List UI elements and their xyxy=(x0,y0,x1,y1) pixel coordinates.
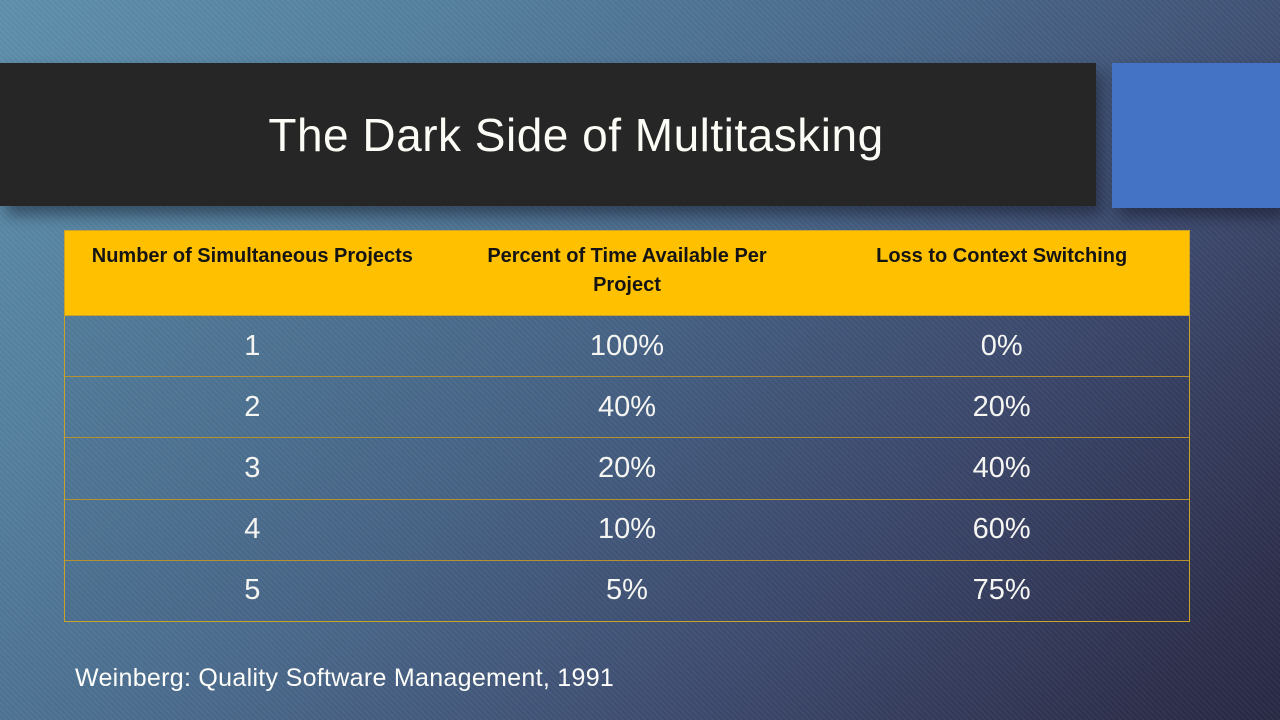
column-header-context-loss: Loss to Context Switching xyxy=(876,245,1128,267)
slide-title: The Dark Side of Multitasking xyxy=(268,108,884,161)
table-row: 3 20% 40% xyxy=(65,437,1189,498)
cell-percent-time: 5% xyxy=(606,574,648,607)
cell-projects: 2 xyxy=(244,390,261,423)
cell-percent-time: 10% xyxy=(597,513,657,546)
cell-context-loss: 75% xyxy=(972,574,1031,607)
cell-projects: 3 xyxy=(244,452,261,484)
table-row: 2 40% 20% xyxy=(65,376,1189,437)
cell-projects: 4 xyxy=(244,513,261,546)
cell-percent-time: 20% xyxy=(597,452,657,484)
column-header-projects: Number of Simultaneous Projects xyxy=(91,245,413,267)
cell-context-loss: 0% xyxy=(980,329,1023,362)
multitasking-table: Number of Simultaneous Projects Percent … xyxy=(64,230,1190,622)
cell-context-loss: 40% xyxy=(972,452,1031,484)
table-row: 4 10% 60% xyxy=(65,498,1189,560)
cell-projects: 1 xyxy=(244,329,261,362)
cell-percent-time: 100% xyxy=(589,329,665,362)
title-banner: The Dark Side of Multitasking xyxy=(0,63,1096,206)
citation-text: Weinberg: Quality Software Management, 1… xyxy=(75,664,615,692)
cell-projects: 5 xyxy=(244,574,261,607)
table-header-row: Number of Simultaneous Projects Percent … xyxy=(65,231,1189,316)
table-row: 1 100% 0% xyxy=(65,316,1189,376)
accent-rectangle xyxy=(1112,63,1280,208)
cell-context-loss: 60% xyxy=(972,513,1031,546)
table-body: 1 100% 0% 2 40% 20% 3 20% 40% 4 10% 60% … xyxy=(65,316,1189,621)
column-header-percent-time: Percent of Time Available Per Project xyxy=(487,245,767,296)
table-row: 5 5% 75% xyxy=(65,559,1189,621)
cell-percent-time: 40% xyxy=(597,390,657,423)
cell-context-loss: 20% xyxy=(972,390,1031,423)
